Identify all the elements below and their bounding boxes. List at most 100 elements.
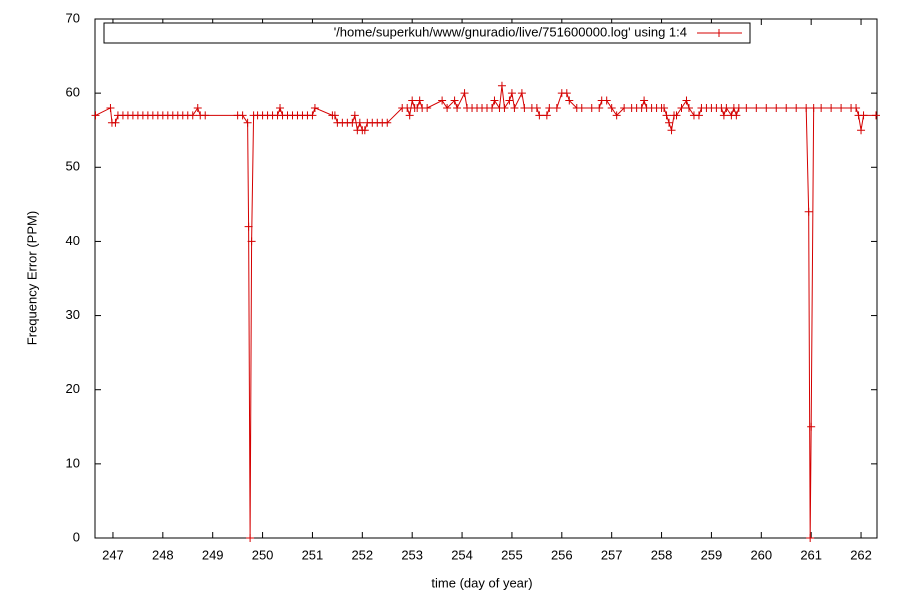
point-marker bbox=[734, 103, 743, 112]
point-marker bbox=[453, 103, 462, 112]
point-marker bbox=[360, 126, 369, 135]
point-marker bbox=[837, 103, 846, 112]
point-marker bbox=[238, 111, 247, 120]
y-tick-label: 50 bbox=[66, 159, 80, 174]
x-tick-label: 260 bbox=[750, 547, 772, 562]
point-marker bbox=[443, 103, 452, 112]
point-marker bbox=[247, 237, 256, 246]
y-tick-label: 40 bbox=[66, 233, 80, 248]
x-tick-label: 255 bbox=[501, 547, 523, 562]
x-tick-label: 258 bbox=[651, 547, 673, 562]
point-marker bbox=[408, 96, 417, 105]
point-marker bbox=[587, 103, 596, 112]
point-marker bbox=[517, 89, 526, 98]
point-marker bbox=[872, 111, 881, 120]
point-marker bbox=[782, 103, 791, 112]
x-tick-label: 253 bbox=[401, 547, 423, 562]
point-marker bbox=[694, 111, 703, 120]
point-marker bbox=[243, 118, 252, 127]
point-marker bbox=[577, 103, 586, 112]
point-marker bbox=[505, 96, 514, 105]
x-tick-label: 262 bbox=[850, 547, 872, 562]
point-marker bbox=[383, 118, 392, 127]
point-marker bbox=[852, 103, 861, 112]
point-marker bbox=[310, 103, 319, 112]
point-marker bbox=[672, 111, 681, 120]
x-tick-label: 252 bbox=[351, 547, 373, 562]
point-marker bbox=[807, 422, 816, 431]
plot-border bbox=[94, 18, 878, 539]
point-marker bbox=[246, 534, 255, 542]
x-tick-label: 256 bbox=[551, 547, 573, 562]
point-marker bbox=[562, 89, 571, 98]
point-marker bbox=[350, 111, 359, 120]
point-marker bbox=[497, 81, 506, 90]
point-marker bbox=[201, 111, 210, 120]
point-marker bbox=[752, 103, 761, 112]
x-axis-label: time (day of year) bbox=[431, 575, 532, 590]
y-tick-label: 70 bbox=[66, 10, 80, 25]
point-marker bbox=[762, 103, 771, 112]
point-marker bbox=[802, 103, 811, 112]
legend-marker bbox=[715, 29, 723, 37]
point-marker bbox=[552, 103, 561, 112]
point-marker bbox=[532, 103, 541, 112]
legend-box bbox=[103, 22, 751, 44]
y-tick-label: 0 bbox=[73, 529, 80, 544]
point-marker bbox=[804, 207, 813, 216]
point-marker bbox=[620, 103, 629, 112]
point-marker bbox=[602, 96, 611, 105]
point-marker bbox=[857, 126, 866, 135]
x-tick-label: 248 bbox=[152, 547, 174, 562]
point-marker bbox=[667, 126, 676, 135]
point-marker bbox=[423, 103, 432, 112]
legend-label: '/home/superkuh/www/gnuradio/live/751600… bbox=[334, 24, 687, 39]
y-tick-label: 60 bbox=[66, 85, 80, 100]
point-marker bbox=[490, 96, 499, 105]
point-marker bbox=[859, 111, 868, 120]
point-marker bbox=[595, 103, 604, 112]
y-tick-label: 10 bbox=[66, 455, 80, 470]
point-marker bbox=[542, 111, 551, 120]
point-marker bbox=[188, 111, 197, 120]
point-marker bbox=[520, 103, 529, 112]
x-tick-label: 249 bbox=[202, 547, 224, 562]
point-marker bbox=[677, 103, 686, 112]
point-marker bbox=[772, 103, 781, 112]
point-marker bbox=[405, 111, 414, 120]
point-marker bbox=[348, 118, 357, 127]
point-marker bbox=[722, 103, 731, 112]
x-tick-label: 259 bbox=[701, 547, 723, 562]
y-tick-label: 30 bbox=[66, 307, 80, 322]
point-marker bbox=[507, 89, 516, 98]
point-marker bbox=[662, 111, 671, 120]
x-tick-label: 261 bbox=[800, 547, 822, 562]
point-marker bbox=[91, 111, 100, 120]
point-marker bbox=[535, 111, 544, 120]
point-marker bbox=[193, 103, 202, 112]
point-marker bbox=[308, 111, 317, 120]
x-tick-label: 257 bbox=[601, 547, 623, 562]
point-marker bbox=[682, 96, 691, 105]
point-marker bbox=[450, 96, 459, 105]
y-tick-label: 20 bbox=[66, 381, 80, 396]
point-marker bbox=[111, 118, 120, 127]
point-marker bbox=[106, 103, 115, 112]
point-marker bbox=[809, 103, 818, 112]
point-marker bbox=[355, 118, 364, 127]
point-marker bbox=[806, 534, 815, 542]
point-marker bbox=[565, 96, 574, 105]
x-tick-label: 254 bbox=[451, 547, 473, 562]
point-marker bbox=[403, 103, 412, 112]
point-marker bbox=[719, 111, 728, 120]
point-marker bbox=[665, 118, 674, 127]
y-axis-label: Frequency Error (PPM) bbox=[24, 211, 39, 345]
point-marker bbox=[276, 103, 285, 112]
point-marker bbox=[732, 111, 741, 120]
point-marker bbox=[684, 103, 693, 112]
x-tick-label: 251 bbox=[302, 547, 324, 562]
x-tick-label: 247 bbox=[102, 547, 124, 562]
